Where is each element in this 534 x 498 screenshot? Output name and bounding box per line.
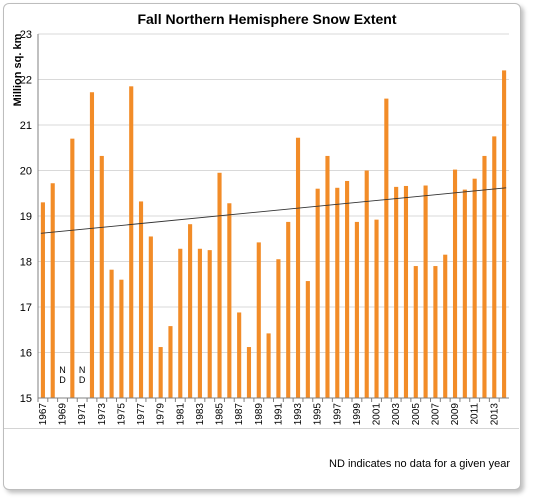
bar-1997 [335, 187, 340, 398]
bar-1983 [197, 248, 202, 398]
bar-2003 [394, 186, 399, 398]
bar-1996 [325, 155, 330, 398]
trendline-layer [40, 187, 507, 234]
x-tick-label-2003: 2003 [391, 403, 402, 426]
bar-1991 [276, 259, 281, 398]
bar-1982 [188, 224, 193, 398]
bar-1984 [207, 250, 212, 398]
bar-1976 [129, 86, 134, 398]
x-tick-label-2005: 2005 [411, 403, 422, 426]
bar-1978 [148, 236, 153, 398]
bar-2008 [443, 254, 448, 398]
bar-2014 [502, 70, 507, 399]
bar-1989 [256, 242, 261, 398]
bar-2009 [452, 169, 458, 398]
x-tick-label-1977: 1977 [136, 403, 147, 426]
bar-1995 [315, 188, 320, 398]
x-tick-label-2007: 2007 [430, 403, 441, 426]
y-tick-label-16: 16 [20, 348, 32, 360]
bar-2006 [423, 185, 428, 398]
trendline [40, 187, 507, 234]
x-tick-label-2013: 2013 [489, 403, 500, 426]
chart-title: Fall Northern Hemisphere Snow Extent [137, 11, 397, 27]
x-tick-label-1969: 1969 [58, 403, 69, 426]
nd-annotation-1969-1: D [59, 375, 66, 385]
x-tick-label-1997: 1997 [332, 403, 343, 426]
bars [40, 70, 507, 399]
x-tick-label-1967: 1967 [38, 403, 49, 426]
y-tick-label-19: 19 [20, 211, 32, 223]
bar-1999 [354, 221, 359, 398]
y-tick-label-23: 23 [20, 29, 32, 41]
bar-2012 [482, 155, 487, 398]
x-tick-label-1993: 1993 [293, 403, 304, 426]
chart-frame [3, 3, 521, 490]
x-tick-label-1989: 1989 [254, 403, 265, 426]
nd-annotation-1971-0: N [79, 365, 86, 375]
bar-1977 [138, 201, 144, 398]
x-tick-label-1979: 1979 [156, 403, 167, 426]
bar-1970 [70, 138, 75, 398]
x-tick-label-1987: 1987 [234, 403, 245, 426]
bar-2007 [433, 266, 438, 398]
bar-1993 [295, 137, 301, 399]
bar-1967 [40, 202, 45, 398]
x-tick-label-1971: 1971 [77, 403, 88, 426]
bar-1979 [158, 347, 163, 398]
bar-1990 [266, 333, 271, 398]
bar-1992 [286, 221, 291, 398]
bar-1998 [345, 180, 350, 398]
x-tick-label-1975: 1975 [116, 403, 127, 426]
x-tick-label-1995: 1995 [313, 403, 324, 426]
bar-1987 [237, 312, 242, 398]
y-tick-label-18: 18 [20, 257, 32, 269]
bar-2010 [462, 189, 467, 398]
y-axis-label: Million sq. km [12, 33, 24, 106]
footnote: ND indicates no data for a given year [329, 458, 510, 470]
bar-2000 [364, 170, 369, 398]
grid-lines [38, 33, 509, 399]
bar-1981 [178, 248, 183, 398]
x-tick-label-2009: 2009 [450, 403, 461, 426]
bar-1972 [89, 92, 95, 399]
x-tick-label-2011: 2011 [470, 403, 481, 425]
x-tick-label-1985: 1985 [215, 403, 226, 426]
bar-1988 [246, 347, 252, 398]
x-tick-label-1999: 1999 [352, 403, 363, 426]
nd-annotation-1971-1: D [79, 375, 86, 385]
bar-1975 [119, 279, 124, 398]
nd-annotation-1969-0: N [59, 365, 66, 375]
bar-1985 [217, 172, 222, 398]
y-tick-label-21: 21 [20, 120, 32, 132]
bar-2011 [472, 178, 477, 398]
bar-1973 [99, 155, 104, 398]
bar-1968 [50, 183, 55, 398]
bar-1980 [168, 326, 173, 398]
bar-2005 [413, 266, 418, 398]
y-tick-label-17: 17 [20, 302, 32, 314]
x-tick-label-1981: 1981 [175, 403, 186, 426]
y-tick-label-22: 22 [20, 75, 32, 87]
x-tick-label-1991: 1991 [273, 403, 284, 426]
bar-1986 [227, 203, 232, 398]
bar-2002 [384, 98, 389, 399]
x-tick-label-2001: 2001 [372, 403, 383, 426]
axes: 15 16 17 18 19 20 21 22 23 1967 1969 1971 1973 1975 19… [20, 29, 509, 425]
footer-divider [4, 428, 519, 429]
bar-2004 [403, 185, 409, 398]
bar-1974 [109, 269, 114, 398]
y-tick-label-20: 20 [20, 166, 32, 178]
x-tick-label-1983: 1983 [195, 403, 206, 426]
bar-1994 [305, 281, 310, 398]
bar-2001 [374, 219, 379, 398]
y-tick-label-15: 15 [20, 393, 32, 405]
bar-2013 [492, 136, 497, 398]
x-tick-label-1973: 1973 [97, 403, 108, 426]
